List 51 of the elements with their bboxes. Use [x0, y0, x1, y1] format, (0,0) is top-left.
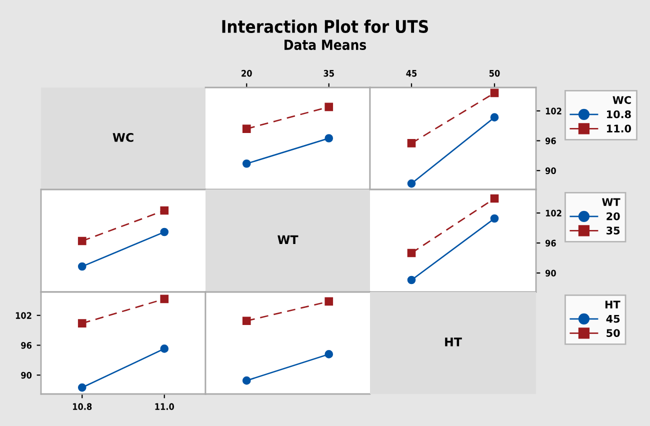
y-tick-label: 90	[545, 167, 556, 174]
point	[160, 206, 169, 215]
point	[242, 124, 251, 133]
x-tick-label: 20	[242, 70, 252, 77]
y-tick-label: 90	[545, 270, 556, 277]
legend-label: 10.8	[607, 110, 631, 118]
text: Interaction Plot for UTS	[222, 20, 428, 34]
legend-label: 35	[606, 226, 620, 234]
point	[324, 102, 334, 112]
point	[160, 294, 169, 304]
legend-title: WC	[612, 96, 631, 104]
point	[242, 159, 251, 168]
y-tick-label: 96	[545, 137, 556, 144]
point	[324, 350, 334, 358]
legend-label: 50	[606, 329, 620, 337]
point	[78, 262, 86, 271]
text: WC	[112, 132, 134, 142]
point	[490, 113, 499, 122]
point	[78, 236, 86, 246]
point	[78, 319, 86, 328]
x-tick-label: 35	[324, 70, 334, 77]
y-tick-label: 102	[16, 312, 32, 319]
point	[407, 248, 416, 258]
point	[490, 214, 499, 223]
legend-label: 11.0	[607, 124, 632, 132]
x-tick-label: 45	[406, 70, 417, 77]
x-tick-label: 50	[489, 70, 500, 77]
y-tick-label: 96	[21, 342, 32, 349]
point	[242, 376, 251, 385]
point	[490, 88, 499, 98]
text: WT	[278, 235, 298, 244]
point	[160, 344, 169, 353]
point	[78, 383, 86, 392]
text: Data Means	[284, 40, 366, 50]
y-tick-label: 90	[21, 372, 32, 379]
point	[324, 297, 334, 306]
legend-title: WT	[602, 198, 620, 206]
legend-label: 20	[606, 212, 620, 220]
point	[407, 179, 416, 188]
point	[407, 276, 416, 284]
point	[407, 139, 416, 148]
point	[160, 228, 169, 236]
legend-title: HT	[605, 300, 620, 308]
y-tick-label: 102	[546, 108, 562, 114]
point	[324, 134, 334, 142]
point	[242, 316, 251, 326]
y-tick-label: 96	[545, 240, 556, 247]
text: HT	[445, 338, 462, 346]
y-tick-label: 102	[546, 210, 562, 217]
point	[490, 194, 499, 203]
legend-label: 45	[606, 314, 620, 323]
